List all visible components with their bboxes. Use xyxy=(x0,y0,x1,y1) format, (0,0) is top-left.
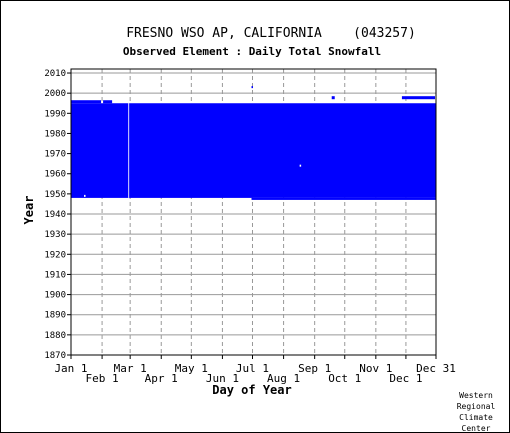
y-tick-label: 1880 xyxy=(44,331,66,341)
axes xyxy=(70,68,437,356)
snowfall-segment xyxy=(71,100,102,104)
data-layer xyxy=(71,86,436,200)
y-tick-label: 1900 xyxy=(44,291,66,301)
data-gap xyxy=(128,101,130,198)
x-tick-label: May 1 xyxy=(175,362,208,375)
credit-line-1: Western xyxy=(459,391,493,400)
snowfall-segment xyxy=(103,100,113,104)
y-tick-label: 1870 xyxy=(44,351,66,361)
y-tick-label: 1990 xyxy=(44,109,66,119)
x-tick-label: Nov 1 xyxy=(359,362,392,375)
snowfall-segment xyxy=(251,197,436,200)
x-tick-label: Aug 1 xyxy=(267,372,300,385)
credit-line-4: Center xyxy=(462,424,491,433)
x-tick-label: Sep 1 xyxy=(298,362,331,375)
x-tick-label: Oct 1 xyxy=(328,372,361,385)
x-tick-label: Apr 1 xyxy=(145,372,178,385)
snowfall-segment xyxy=(331,96,335,100)
x-tick-label: Feb 1 xyxy=(86,372,119,385)
x-tick-label: Dec 1 xyxy=(389,372,422,385)
y-tick-label: 1890 xyxy=(44,311,66,321)
y-tick-label: 1970 xyxy=(44,150,66,160)
y-tick-label: 1930 xyxy=(44,230,66,240)
isolated-mark xyxy=(84,194,86,197)
y-tick-label: 1950 xyxy=(44,190,66,200)
y-tick-label: 2000 xyxy=(44,89,66,99)
snowfall-record-block xyxy=(71,103,436,198)
y-tick-labels: 1870 1880 1890 1900 1910 1920 1930 1940 1950 1960… xyxy=(44,69,71,361)
isolated-mark xyxy=(251,86,253,89)
y-tick-label: 1960 xyxy=(44,170,66,180)
chart-title: FRESNO WSO AP, CALIFORNIA (043257) xyxy=(126,26,416,41)
credit-line-2: Regional xyxy=(457,402,496,411)
x-tick-label: Mar 1 xyxy=(114,362,147,375)
x-tick-label: Jun 1 xyxy=(206,372,239,385)
chart-subtitle: Observed Element : Daily Total Snowfall xyxy=(123,45,381,58)
y-tick-label: 1980 xyxy=(44,129,66,139)
snowfall-segment xyxy=(401,96,435,100)
y-tick-label: 1940 xyxy=(44,210,66,220)
credit-block: Western Regional Climate Center xyxy=(457,391,496,433)
x-tick-label: Jul 1 xyxy=(236,362,269,375)
x-axis-label: Day of Year xyxy=(212,383,291,397)
isolated-mark xyxy=(299,164,302,167)
y-tick-label: 2010 xyxy=(44,69,66,79)
x-tick-labels: Jan 1 Mar 1 May 1 Jul 1 Sep 1 Nov 1 Dec 31 Feb … xyxy=(54,355,456,385)
y-tick-label: 1920 xyxy=(44,250,66,260)
plot-border xyxy=(70,68,437,356)
x-tick-label: Dec 31 xyxy=(416,362,456,375)
credit-line-3: Climate xyxy=(459,413,493,422)
x-tick-label: Jan 1 xyxy=(54,362,87,375)
y-axis-label: Year xyxy=(22,196,36,225)
y-tick-label: 1910 xyxy=(44,270,66,280)
